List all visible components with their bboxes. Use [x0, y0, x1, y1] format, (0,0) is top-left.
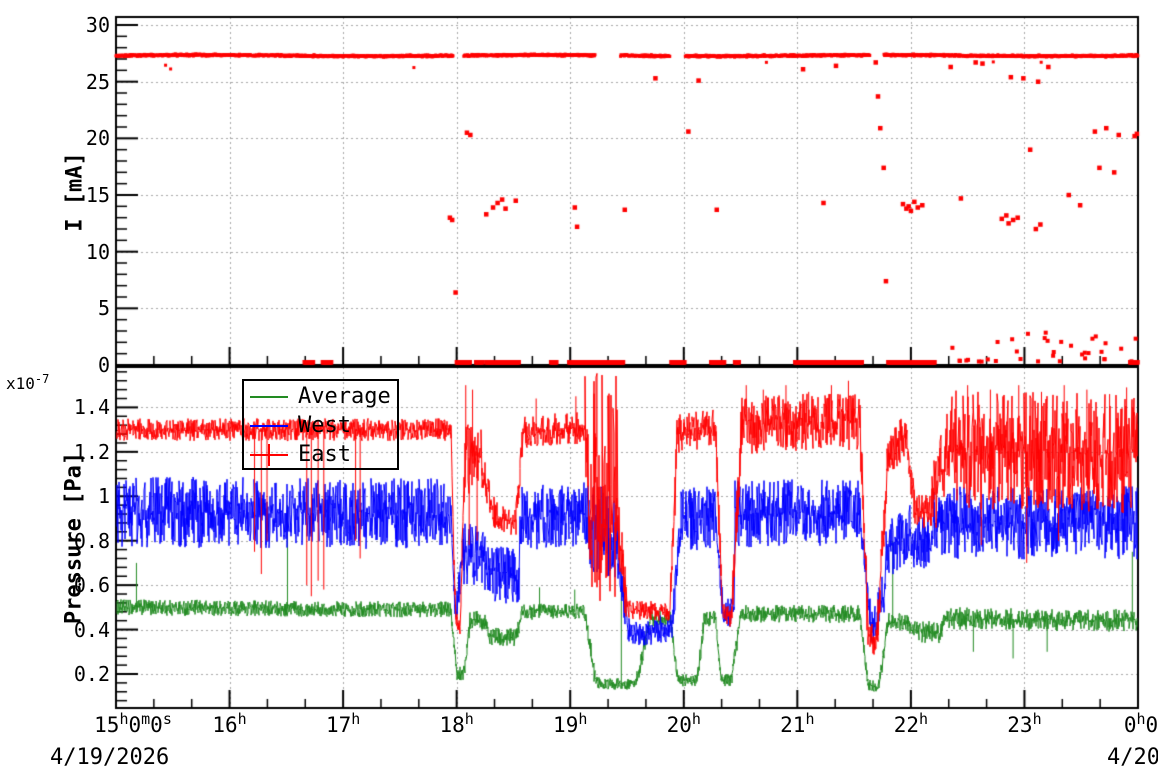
x-tick-label: 16h: [150, 710, 310, 737]
top-y-tick-label: 10: [85, 239, 110, 264]
legend-label-east: East: [298, 442, 351, 467]
bottom-y-tick-label: 1: [97, 484, 110, 509]
x-tick-label-superscript: h: [805, 710, 815, 728]
x-tick-label-text: 21: [780, 713, 806, 737]
x-tick-label-superscript: m: [141, 710, 151, 728]
x-tick-label-text: 15: [94, 713, 120, 737]
x-tick-label-text: 0: [1123, 713, 1137, 737]
x-tick-label-superscript: h: [119, 710, 129, 728]
x-tick-label-text: 0: [128, 713, 142, 737]
top-y-tick-label: 5: [97, 296, 110, 321]
x-tick-label: 23h: [944, 710, 1104, 737]
bottom-y-tick-label: 0.2: [73, 662, 110, 686]
x-tick-label: 0h0: [1061, 710, 1158, 737]
x-tick-label-text: 0: [1145, 713, 1158, 737]
x-tick-label-text: 22: [893, 713, 919, 737]
x-tick-label-superscript: h: [464, 710, 474, 728]
x-tick-label-text: 16: [212, 713, 238, 737]
x-tick-label: 17h: [263, 710, 423, 737]
bottom-y-tick-label: 0.8: [73, 528, 110, 553]
x-tick-label-superscript: h: [1136, 710, 1146, 728]
date-label-left: 4/19/2026: [50, 745, 170, 770]
legend-sample-line-average: [250, 396, 288, 398]
x-tick-label-text: 18: [439, 713, 465, 737]
x-tick-label-text: 23: [1007, 713, 1033, 737]
multiplier-exponent: -7: [34, 372, 50, 386]
x-tick-label-text: 0: [150, 713, 163, 737]
x-tick-label-superscript: h: [1032, 710, 1042, 728]
legend-entry-east: East: [244, 441, 397, 469]
top-y-tick-label: 15: [85, 183, 110, 207]
x-tick-label: 22h: [831, 710, 991, 737]
x-tick-label: 20h: [604, 710, 764, 737]
x-tick-label: 21h: [717, 710, 877, 737]
x-tick-label: 18h: [377, 710, 537, 737]
top-y-tick-label: 30: [85, 13, 110, 37]
top-y-tick-label: 25: [85, 69, 110, 94]
legend-label-west: West: [298, 413, 351, 438]
top-y-tick-label: 20: [85, 126, 110, 151]
x-tick-label-superscript: h: [691, 710, 701, 728]
legend-entry-average: Average: [244, 383, 397, 411]
bottom-y-tick-label: 0.4: [73, 617, 110, 642]
legend-entry-west: West: [244, 412, 397, 440]
bottom-y-tick-label: 0.6: [73, 573, 110, 598]
x-tick-label-text: 17: [325, 713, 352, 737]
legend-sample-errorbar-east: [268, 444, 270, 466]
x-tick-label-text: 19: [553, 713, 579, 737]
top-y-tick-label: 0: [97, 353, 110, 377]
date-label-right: 4/20: [1107, 745, 1158, 770]
legend-sample-line-west: [250, 425, 288, 427]
x-tick-label: 19h: [490, 710, 650, 737]
x-tick-label-superscript: h: [578, 710, 588, 728]
bottom-y-tick-label: 1.2: [73, 439, 110, 464]
multiplier-base: x10: [6, 374, 35, 393]
x-tick-label: 15h0m0s: [53, 710, 213, 737]
x-tick-label-superscript: h: [351, 710, 361, 728]
x-tick-label-superscript: h: [237, 710, 247, 728]
y-axis-multiplier: x10-7: [6, 372, 50, 393]
x-tick-label-superscript: s: [162, 710, 172, 728]
x-tick-label-superscript: h: [919, 710, 929, 728]
legend-label-average: Average: [298, 384, 391, 409]
x-tick-label-text: 20: [666, 713, 692, 737]
bottom-y-tick-label: 1.4: [73, 395, 110, 420]
legend-box: Average West East: [242, 379, 399, 470]
